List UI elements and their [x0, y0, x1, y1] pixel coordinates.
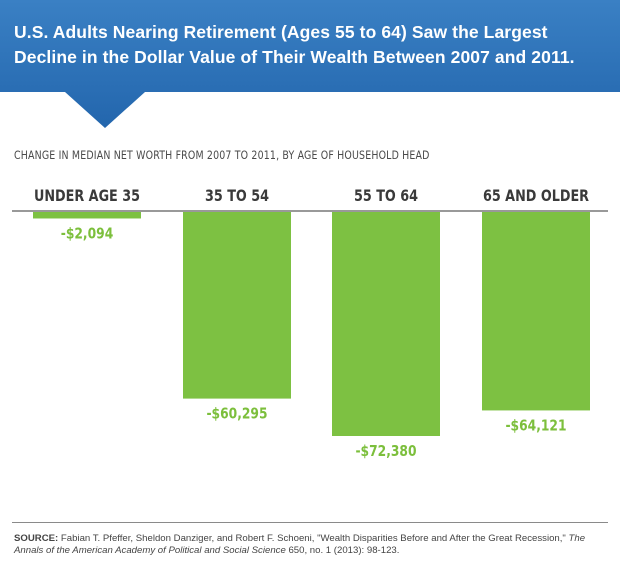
- category-label-3: 65 AND OLDER: [483, 188, 589, 206]
- banner-shape: [0, 0, 620, 128]
- bar-0: [33, 212, 141, 219]
- chart-subtitle: CHANGE IN MEDIAN NET WORTH FROM 2007 TO …: [14, 148, 430, 162]
- source-label: SOURCE:: [14, 533, 59, 544]
- category-label-2: 55 TO 64: [354, 188, 418, 206]
- category-label-1: 35 TO 54: [205, 188, 269, 206]
- source-divider: [12, 522, 608, 523]
- bar-2: [332, 212, 440, 436]
- value-label-3: -$64,121: [505, 417, 566, 434]
- bar-3: [482, 212, 590, 411]
- bar-chart: UNDER AGE 35 -$2,094 35 TO 54 -$60,295 55 TO…: [12, 188, 608, 460]
- value-label-0: -$2,094: [61, 225, 114, 242]
- title-banner: U.S. Adults Nearing Retirement (Ages 55 …: [0, 0, 620, 130]
- source-journal: The Annals of the American Academy of Po…: [14, 533, 586, 556]
- banner-title: U.S. Adults Nearing Retirement (Ages 55 …: [14, 22, 575, 67]
- category-label-0: UNDER AGE 35: [34, 188, 140, 206]
- bar-1: [183, 212, 291, 399]
- value-label-2: -$72,380: [355, 443, 416, 460]
- value-label-1: -$60,295: [206, 405, 267, 422]
- source-text-before: Fabian T. Pfeffer, Sheldon Danziger, and…: [60, 533, 566, 544]
- source-note: SOURCE: Fabian T. Pfeffer, Sheldon Danzi…: [14, 533, 610, 556]
- source-text-after: 650, no. 1 (2013): 98-123.: [288, 544, 400, 556]
